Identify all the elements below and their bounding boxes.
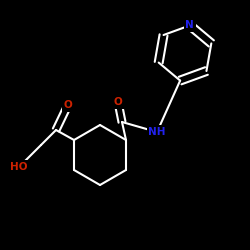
Text: NH: NH: [148, 127, 166, 137]
Text: HO: HO: [10, 162, 28, 172]
Text: N: N: [186, 20, 194, 30]
Text: O: O: [64, 100, 72, 110]
Text: O: O: [114, 97, 122, 107]
